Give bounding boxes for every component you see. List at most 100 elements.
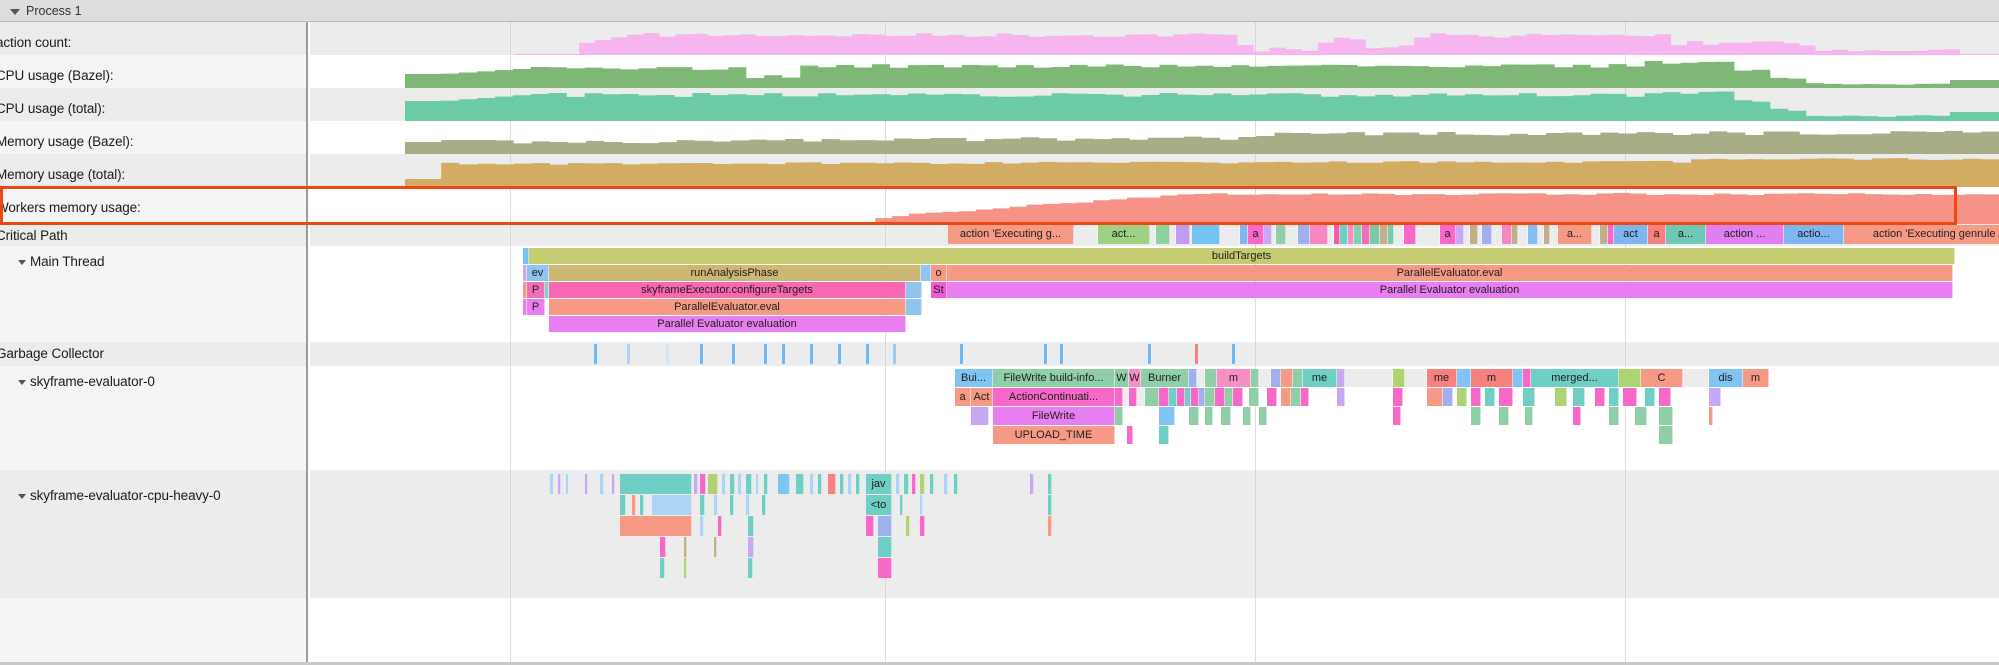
slice[interactable] [600,474,604,494]
slice[interactable] [748,558,753,578]
slice[interactable] [1310,225,1328,244]
slice[interactable] [1048,495,1052,515]
slice[interactable] [714,495,718,515]
slice[interactable] [1145,388,1159,406]
slice[interactable] [1150,225,1156,244]
slice[interactable] [748,516,754,536]
slice[interactable] [878,516,892,536]
gc-event-mark[interactable] [1232,344,1235,364]
slice-labeled[interactable]: a [1440,225,1456,244]
sidebar-row-skycpu[interactable]: skyframe-evaluator-cpu-heavy-0 [0,470,306,598]
slice[interactable] [1337,369,1345,387]
slice[interactable] [1156,225,1170,244]
sidebar-row-main_thread[interactable]: Main Thread [0,246,306,342]
slice[interactable] [1635,407,1647,425]
slice-labeled[interactable]: a [955,388,971,406]
slice[interactable] [1225,388,1233,406]
slice[interactable] [1512,225,1518,244]
slice[interactable] [1169,388,1177,406]
slice-labeled[interactable]: buildTargets [529,248,1955,264]
sidebar-row-cpu_total[interactable]: CPU usage (total): [0,88,306,121]
slice[interactable] [1609,388,1619,406]
slice[interactable] [714,537,717,557]
slice[interactable] [896,474,900,494]
slice[interactable] [1709,407,1713,425]
slice[interactable] [1464,225,1470,244]
slice[interactable] [566,474,569,494]
slice[interactable] [1205,407,1213,425]
slice-labeled[interactable]: o [931,265,947,281]
slice[interactable] [1608,225,1614,244]
slice[interactable] [1470,225,1478,244]
slice[interactable] [1220,225,1240,244]
slice[interactable] [1115,407,1123,425]
slice[interactable] [620,516,692,536]
slice[interactable] [1293,369,1303,387]
slice[interactable] [1485,388,1495,406]
slice[interactable] [1573,407,1581,425]
slice[interactable] [1159,407,1175,425]
slice[interactable] [1159,426,1169,444]
slice[interactable] [912,474,916,494]
slice-labeled[interactable]: a... [1558,225,1592,244]
slice[interactable] [1298,225,1310,244]
slice-labeled[interactable]: m [1743,369,1769,387]
slice[interactable] [878,558,892,578]
slice[interactable] [523,299,527,315]
slice[interactable] [1328,225,1334,244]
slice-labeled[interactable]: dis [1709,369,1743,387]
slice[interactable] [1592,225,1600,244]
slice[interactable] [1301,388,1309,406]
slice[interactable] [1221,407,1231,425]
slice[interactable] [1185,388,1191,406]
slice[interactable] [878,537,892,557]
slice[interactable] [746,474,752,494]
slice[interactable] [906,516,910,536]
slice-labeled[interactable]: St [931,282,947,298]
slice[interactable] [1595,388,1605,406]
gc-event-mark[interactable] [960,344,963,364]
slice[interactable] [694,474,698,494]
slice-labeled[interactable]: C [1641,369,1683,387]
slice[interactable] [1478,225,1482,244]
slice[interactable] [1129,388,1137,406]
slice[interactable] [1197,369,1205,387]
sidebar-row-critical_path[interactable]: Critical Path [0,224,306,246]
slice[interactable] [652,495,692,515]
slice[interactable] [930,474,934,494]
counter-track-mem_total[interactable] [310,154,1999,187]
slice[interactable] [1456,225,1464,244]
slice[interactable] [738,474,742,494]
slice[interactable] [1623,388,1637,406]
slice[interactable] [1683,369,1709,387]
slice[interactable] [545,282,549,298]
triangle-down-icon[interactable] [18,494,26,499]
slice-labeled[interactable]: action 'Executing genrule //de... [1844,225,1999,244]
slice[interactable] [730,495,734,515]
slice[interactable] [1340,225,1348,244]
slice[interactable] [920,474,925,494]
slice[interactable] [700,474,706,494]
slice[interactable] [796,474,804,494]
slice-labeled[interactable]: <to [866,495,892,515]
bottom-scrollbar[interactable] [0,662,1999,665]
slice[interactable] [1380,225,1388,244]
slice[interactable] [1388,225,1394,244]
slice[interactable] [523,282,527,298]
slice[interactable] [1271,369,1281,387]
gc-event-mark[interactable] [666,344,669,364]
slice-labeled[interactable]: ActionContinuati... [993,388,1115,406]
slice[interactable] [1286,225,1298,244]
slice[interactable] [1267,388,1277,406]
slice[interactable] [620,495,626,515]
slice[interactable] [1348,225,1354,244]
gc-event-mark[interactable] [1148,344,1151,364]
slice[interactable] [708,474,718,494]
slice-labeled[interactable]: FileWrite build-info... [993,369,1115,387]
slice[interactable] [1205,388,1215,406]
slice[interactable] [1048,474,1052,494]
slice[interactable] [640,495,644,515]
slice[interactable] [1127,426,1133,444]
slice[interactable] [1205,369,1217,387]
slice[interactable] [1457,388,1467,406]
